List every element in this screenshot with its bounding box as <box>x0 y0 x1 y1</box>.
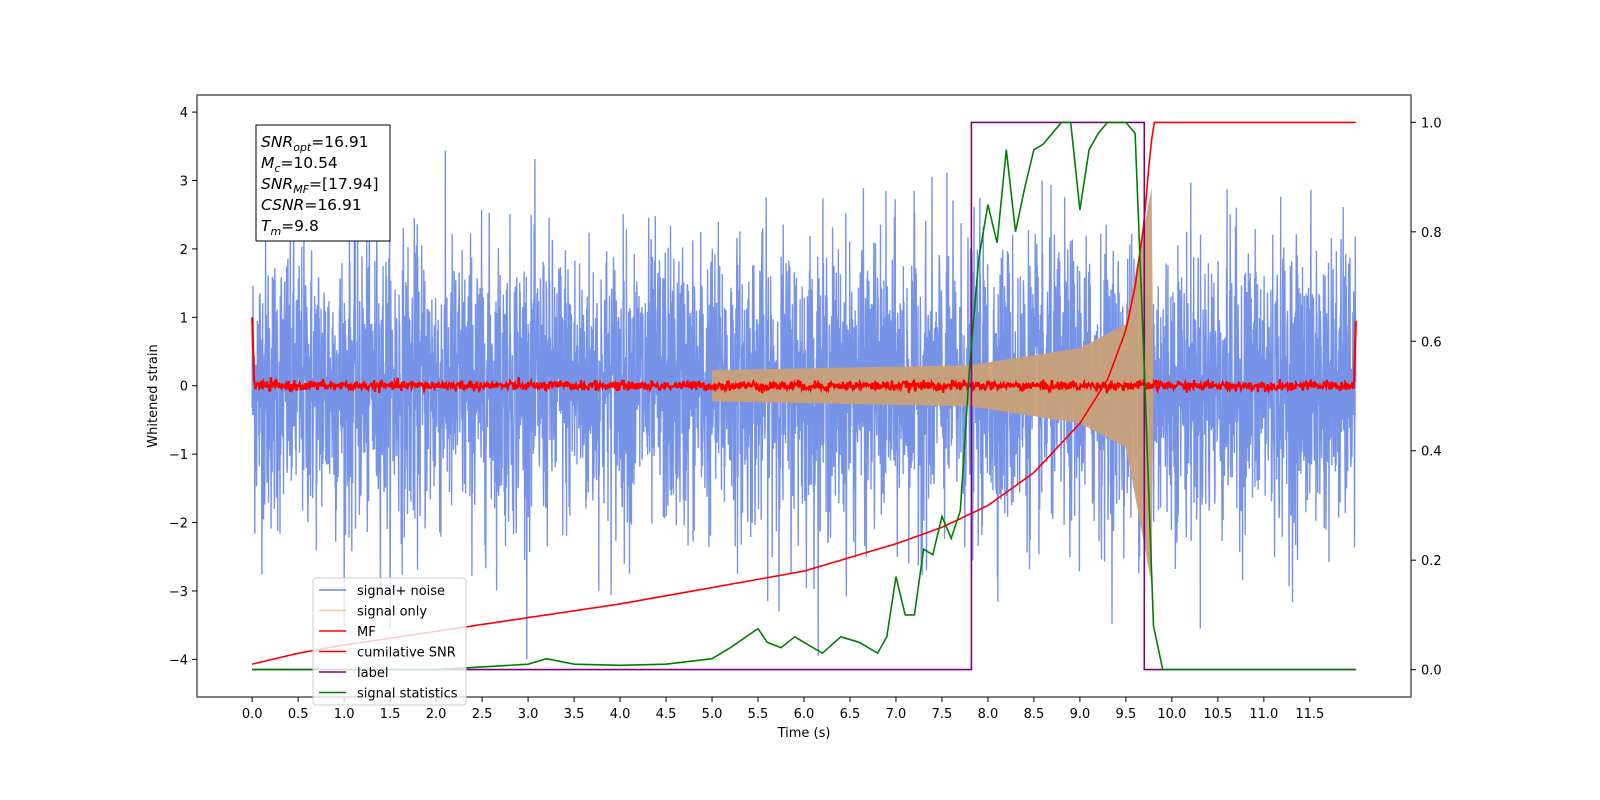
x-tick-label: 5.0 <box>702 707 723 722</box>
x-tick-label: 6.0 <box>794 707 815 722</box>
legend: signal+ noise signal only MF cumilative SNR… <box>312 577 467 706</box>
x-tick-label: 0.0 <box>242 707 263 722</box>
y-tick-label: 3 <box>180 175 188 190</box>
legend-label: MF <box>357 625 376 640</box>
x-tick-label: 11.0 <box>1249 707 1278 722</box>
x-tick-label: 10.5 <box>1203 707 1232 722</box>
legend-label: cumilative SNR <box>357 646 456 661</box>
x-tick-label: 4.5 <box>656 707 677 722</box>
y-tick-label: 1 <box>180 311 188 326</box>
x-tick-label: 6.5 <box>840 707 861 722</box>
legend-label: signal+ noise <box>357 584 445 599</box>
legend-label: signal only <box>357 605 427 620</box>
y-tick-label: −4 <box>169 653 188 668</box>
x-tick-label: 1.0 <box>334 707 355 722</box>
info-line: SNRMF=[17.94] <box>261 175 379 196</box>
x-tick-label: 9.5 <box>1116 707 1137 722</box>
x-tick-label: 1.5 <box>380 707 401 722</box>
series-signal-statistics <box>252 121 1356 671</box>
x-tick-label: 7.0 <box>886 707 907 722</box>
legend-label: label <box>357 666 388 681</box>
ticks: 0.0 0.5 1.0 1.5 2.0 2.5 3.0 3.5 4.0 4.5 5.0 5.5 6.0 6… <box>169 106 1442 722</box>
x-tick-label: 3.5 <box>564 707 585 722</box>
y2-tick-label: 0.4 <box>1421 445 1442 460</box>
info-line: Mc=10.54 <box>261 154 338 175</box>
y2-tick-label: 0.0 <box>1421 664 1442 679</box>
y-tick-label: 0 <box>180 380 188 395</box>
legend-frame <box>312 577 467 706</box>
series-mf <box>251 317 1357 395</box>
legend-label: signal statistics <box>357 687 458 702</box>
y-tick-label: 4 <box>180 106 188 121</box>
x-tick-label: 2.5 <box>472 707 493 722</box>
info-line: SNRopt=16.91 <box>261 133 369 154</box>
y-tick-label: −3 <box>169 585 188 600</box>
x-tick-label: 9.0 <box>1070 707 1091 722</box>
y-tick-label: −1 <box>169 448 188 463</box>
x-tick-label: 7.5 <box>932 707 953 722</box>
y-axis-label: Whitened strain <box>146 344 161 447</box>
y-tick-label: 2 <box>180 243 188 258</box>
x-tick-label: 3.0 <box>518 707 539 722</box>
x-tick-label: 2.0 <box>426 707 447 722</box>
x-tick-label: 5.5 <box>748 707 769 722</box>
x-tick-label: 10.0 <box>1157 707 1186 722</box>
x-tick-label: 8.5 <box>1024 707 1045 722</box>
info-box: SNRopt=16.91Mc=10.54SNRMF=[17.94]CSNR=16… <box>255 124 391 242</box>
y2-tick-label: 0.8 <box>1421 226 1442 241</box>
x-axis-label: Time (s) <box>777 726 831 741</box>
info-line: Tm=9.8 <box>261 217 319 238</box>
y2-tick-label: 0.6 <box>1421 335 1442 350</box>
x-tick-label: 0.5 <box>288 707 309 722</box>
x-tick-label: 8.0 <box>978 707 999 722</box>
info-line: CSNR=16.91 <box>261 196 362 214</box>
x-tick-label: 4.0 <box>610 707 631 722</box>
info-box-frame <box>255 124 391 242</box>
y2-tick-label: 0.2 <box>1421 554 1442 569</box>
x-tick-label: 11.5 <box>1295 707 1324 722</box>
y2-tick-label: 1.0 <box>1421 116 1442 131</box>
y-tick-label: −2 <box>169 517 188 532</box>
